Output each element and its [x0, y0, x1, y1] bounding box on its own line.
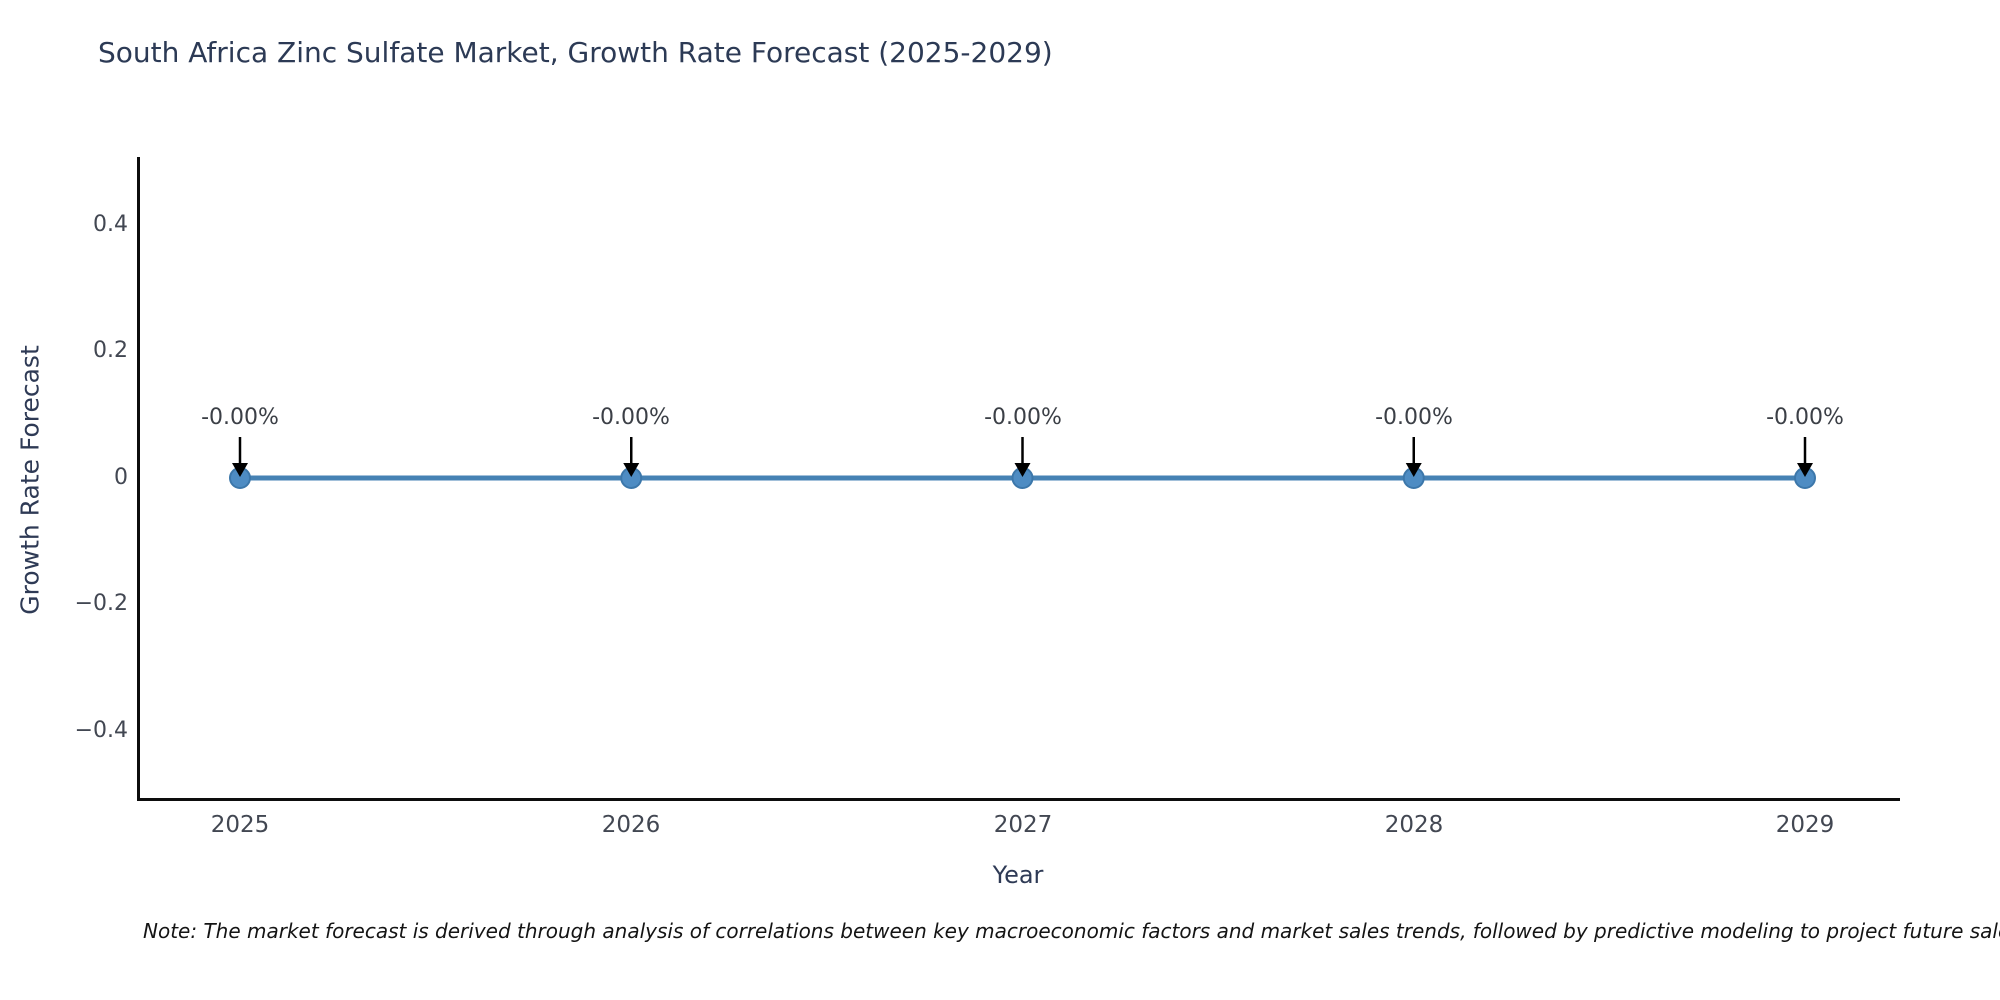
x-tick-label: 2025 [210, 812, 270, 838]
y-tick-label: 0.4 [93, 212, 128, 237]
annotation-arrows [232, 437, 1813, 477]
x-tick-label: 2029 [1775, 812, 1835, 838]
x-tick-label: 2027 [993, 812, 1053, 838]
annotation-arrowhead-icon [232, 463, 248, 477]
annotation-arrowhead-icon [1797, 463, 1813, 477]
x-axis-title: Year [992, 861, 1044, 889]
point-annotation: -0.00% [1375, 405, 1453, 430]
y-tick-label: 0 [114, 465, 128, 490]
x-tick-label: 2028 [1384, 812, 1444, 838]
series-layer [229, 467, 1816, 489]
annotation-arrowhead-icon [623, 463, 640, 477]
y-tick-label: −0.2 [74, 591, 128, 616]
point-annotation: -0.00% [592, 405, 670, 430]
y-tick-label: 0.2 [93, 338, 128, 363]
x-tick-label: 2026 [601, 812, 661, 838]
chart-title: South Africa Zinc Sulfate Market, Growth… [98, 36, 1053, 69]
footnote: Note: The market forecast is derived thr… [143, 919, 2000, 943]
y-tick-label: −0.4 [74, 718, 128, 743]
annotation-arrowhead-icon [1405, 463, 1422, 477]
point-annotation: -0.00% [1766, 405, 1844, 430]
point-annotation: -0.00% [984, 405, 1062, 430]
point-annotation: -0.00% [201, 405, 279, 430]
annotation-arrowhead-icon [1014, 463, 1031, 477]
